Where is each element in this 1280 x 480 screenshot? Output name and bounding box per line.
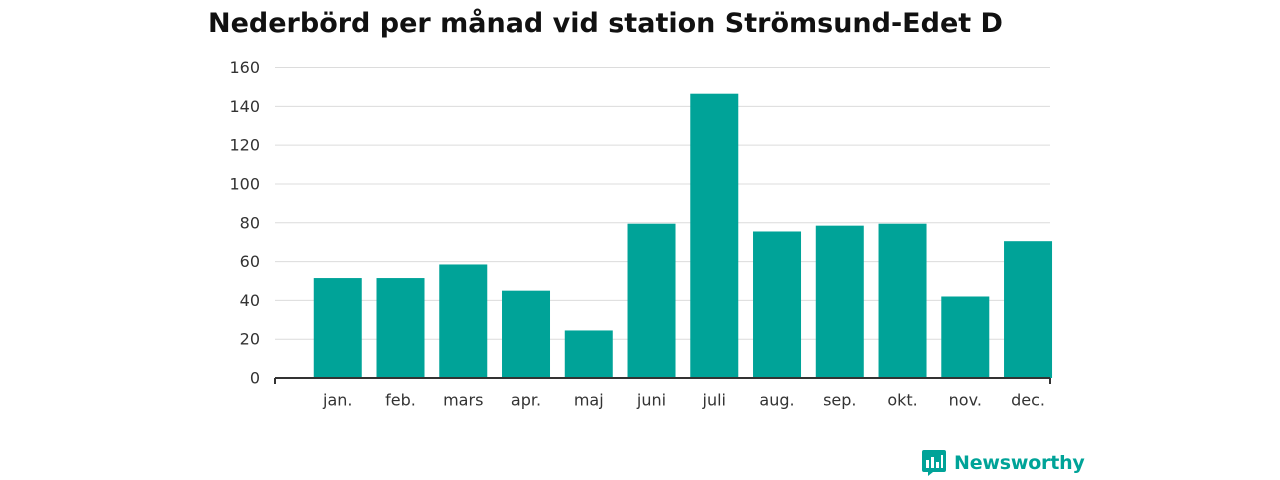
y-tick-label: 60 — [240, 252, 260, 271]
bar — [502, 290, 551, 378]
bar — [313, 278, 362, 378]
brand-name: Newsworthy — [954, 452, 1085, 474]
x-tick-label: jan. — [322, 391, 352, 410]
bar — [878, 223, 927, 378]
bar — [564, 330, 613, 378]
y-tick-label: 20 — [240, 330, 260, 349]
bar-chart-speech-bubble-icon — [922, 450, 946, 476]
x-axis — [274, 377, 1051, 384]
bar — [941, 296, 990, 378]
y-tick-label: 160 — [229, 58, 260, 77]
x-tick-label: sep. — [823, 391, 856, 410]
x-tick-label: okt. — [887, 391, 917, 410]
x-tick-label: maj — [574, 391, 604, 410]
x-tick-label: juli — [702, 391, 726, 410]
y-axis-tick-labels: 0 20 40 60 80 100 120 140 160 — [229, 58, 260, 388]
x-tick-label: aug. — [759, 391, 794, 410]
bar — [1004, 241, 1053, 378]
x-tick-label: nov. — [949, 391, 982, 410]
x-tick-label: feb. — [385, 391, 416, 410]
bars — [313, 93, 1053, 379]
x-tick-label: dec. — [1011, 391, 1045, 410]
y-tick-label: 80 — [240, 213, 260, 232]
bar — [439, 264, 488, 378]
y-tick-label: 120 — [229, 136, 260, 155]
chart-title: Nederbörd per månad vid station Strömsun… — [208, 8, 1003, 39]
x-tick-label: mars — [443, 391, 483, 410]
bar — [753, 231, 802, 378]
bar — [376, 278, 425, 378]
y-tick-label: 0 — [250, 369, 260, 388]
x-axis-tick-labels: jan. feb. mars apr. maj juni juli aug. sep. okt. n… — [322, 391, 1045, 410]
y-tick-label: 40 — [240, 291, 260, 310]
y-tick-label: 140 — [229, 97, 260, 116]
x-tick-label: apr. — [511, 391, 541, 410]
bar — [690, 93, 739, 379]
x-tick-label: juni — [636, 391, 666, 410]
bar — [815, 225, 864, 378]
newsworthy-logo: Newsworthy — [922, 450, 1085, 476]
y-tick-label: 100 — [229, 174, 260, 193]
bar — [627, 223, 676, 378]
